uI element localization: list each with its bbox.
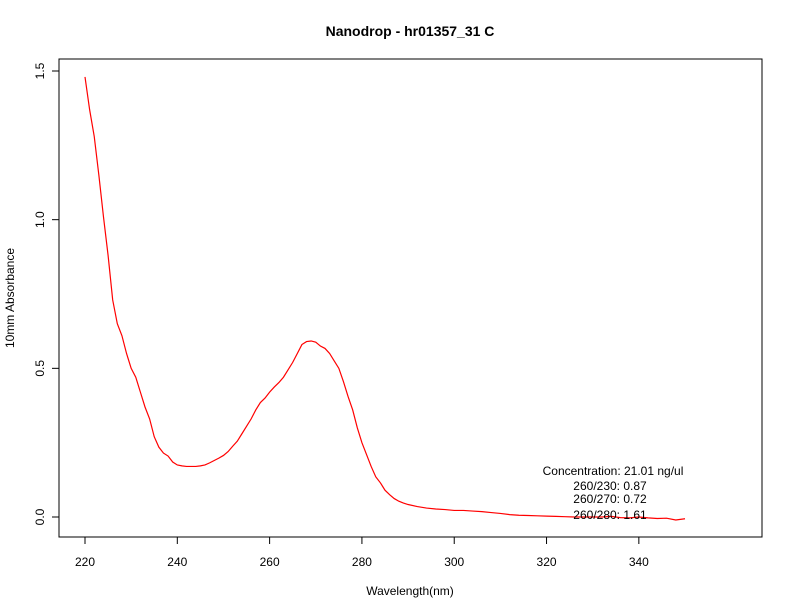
y-tick-label: 0.5: [33, 360, 47, 377]
annotation-260-280: 260/280: 1.61: [573, 508, 647, 522]
y-axis: 0.0 0.5 1.0 1.5: [33, 62, 59, 525]
y-axis-title: 10mm Absorbance: [3, 248, 17, 348]
series-layer: [84, 76, 686, 521]
stats-annotation: Concentration: 21.01 ng/ul 260/230: 0.87…: [543, 464, 684, 522]
absorbance-series-line: [84, 76, 686, 521]
annotation-260-270: 260/270: 0.72: [573, 492, 647, 506]
x-axis-title: Wavelength(nm): [366, 584, 454, 598]
y-tick-label: 1.0: [33, 211, 47, 228]
x-axis: 220 240 260 280 300 320 340: [75, 537, 649, 569]
x-tick-label: 280: [352, 555, 372, 569]
x-tick-label: 300: [444, 555, 464, 569]
x-tick-label: 220: [75, 555, 95, 569]
plot-frame: [58, 58, 763, 538]
y-tick-label: 1.5: [33, 62, 47, 79]
x-tick-label: 320: [537, 555, 557, 569]
x-tick-label: 340: [629, 555, 649, 569]
annotation-concentration: Concentration: 21.01 ng/ul: [543, 464, 684, 478]
x-tick-label: 240: [167, 555, 187, 569]
x-tick-label: 260: [260, 555, 280, 569]
annotation-260-230: 260/230: 0.87: [573, 479, 647, 493]
y-tick-label: 0.0: [33, 508, 47, 525]
chart-title: Nanodrop - hr01357_31 C: [326, 23, 495, 39]
